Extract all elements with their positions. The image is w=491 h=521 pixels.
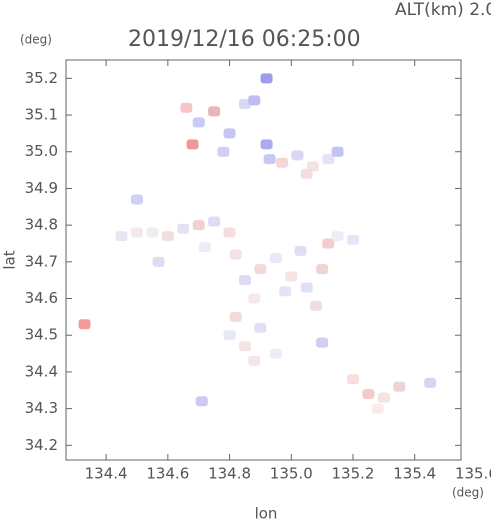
echo-cell <box>269 348 282 359</box>
echo-cell <box>263 154 276 165</box>
echo-cell <box>192 117 205 128</box>
echo-cell <box>285 271 298 282</box>
y-tick-label: 34.4 <box>25 362 58 380</box>
echo-cell <box>177 223 190 234</box>
echo-cell <box>322 154 335 165</box>
x-tick-label: 135.0 <box>270 465 313 483</box>
echo-cell <box>223 227 236 238</box>
y-tick-label: 34.9 <box>25 179 58 197</box>
echo-cell <box>346 374 359 385</box>
echo-cell <box>223 330 236 341</box>
echo-cell <box>300 168 313 179</box>
echo-cell <box>269 253 282 264</box>
echo-cell <box>291 150 304 161</box>
echo-cell <box>260 73 273 84</box>
y-tick-label: 34.5 <box>25 326 58 344</box>
echo-cell <box>238 99 251 110</box>
echo-cell <box>78 319 91 330</box>
y-tick-label: 35.1 <box>25 106 58 124</box>
echo-cell <box>146 227 159 238</box>
echo-cell <box>208 216 221 227</box>
echo-cell <box>279 286 292 297</box>
echo-cell <box>322 238 335 249</box>
echo-cell <box>223 128 236 139</box>
x-unit: (deg) <box>452 486 484 500</box>
chart-title: 2019/12/16 06:25:00 <box>128 27 361 52</box>
echo-cell <box>217 146 230 157</box>
echo-cell <box>294 245 307 256</box>
echo-cell <box>346 234 359 245</box>
echo-cell <box>309 300 322 311</box>
x-tick-label: 135.2 <box>332 465 375 483</box>
echo-cell <box>238 275 251 286</box>
echo-cell <box>424 377 437 388</box>
plot-frame <box>65 59 462 461</box>
echo-cell <box>254 322 267 333</box>
echo-cell <box>260 139 273 150</box>
echo-cell <box>229 311 242 322</box>
echo-cell <box>393 381 406 392</box>
y-tick-label: 34.2 <box>25 436 58 454</box>
x-tick-label: 134.8 <box>208 465 251 483</box>
y-tick-label: 34.3 <box>25 399 58 417</box>
echo-cell <box>331 146 344 157</box>
x-tick-label: 135.6 <box>455 465 491 483</box>
y-tick-label: 34.6 <box>25 289 58 307</box>
chart-subtitle: ALT(km) 2.0 <box>395 0 491 20</box>
x-tick-label: 134.6 <box>146 465 189 483</box>
x-tick-label: 134.4 <box>85 465 128 483</box>
echo-cell <box>248 355 261 366</box>
echo-cell <box>248 95 261 106</box>
echo-cell <box>208 106 221 117</box>
echo-cell <box>115 231 128 242</box>
echo-cell <box>331 231 344 242</box>
y-tick-label: 34.7 <box>25 252 58 270</box>
echo-cell <box>130 194 143 205</box>
echo-cell <box>195 396 208 407</box>
echo-cell <box>316 264 329 275</box>
echo-cell <box>254 264 267 275</box>
echo-cell <box>371 403 384 414</box>
echo-cell <box>152 256 165 267</box>
echo-cell <box>248 293 261 304</box>
echo-cell <box>180 102 193 113</box>
echo-cell <box>276 157 289 168</box>
y-axis-label: lat <box>1 250 19 269</box>
echo-cell <box>161 231 174 242</box>
echo-cell <box>198 242 211 253</box>
echo-cell <box>130 227 143 238</box>
echo-cell <box>192 220 205 231</box>
echo-cell <box>362 388 375 399</box>
echo-cell <box>186 139 199 150</box>
echo-cell <box>238 341 251 352</box>
y-tick-label: 35.0 <box>25 142 58 160</box>
x-axis-label: lon <box>255 505 278 521</box>
x-tick-label: 135.4 <box>393 465 436 483</box>
echo-cell <box>229 249 242 260</box>
y-unit: (deg) <box>20 33 52 47</box>
echo-cell <box>316 337 329 348</box>
y-tick-label: 35.2 <box>25 69 58 87</box>
y-tick-label: 34.8 <box>25 216 58 234</box>
echo-cell <box>300 282 313 293</box>
echo-cell <box>377 392 390 403</box>
